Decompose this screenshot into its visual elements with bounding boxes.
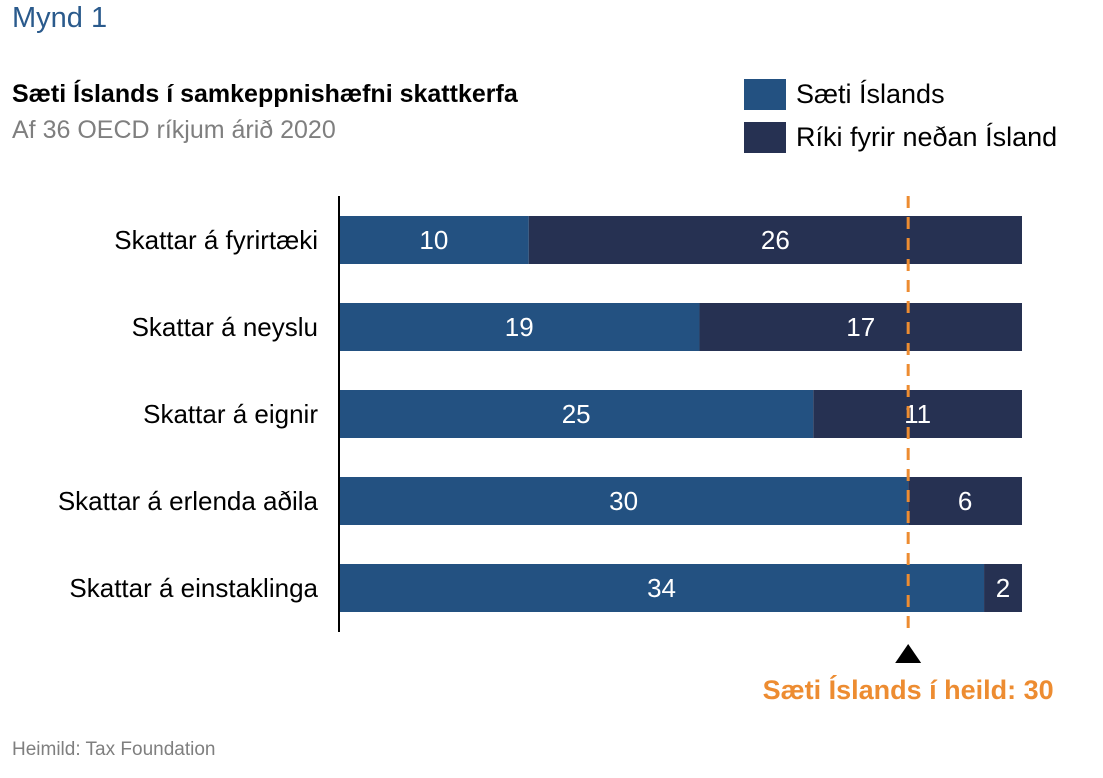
- data-label: 34: [647, 573, 676, 603]
- bar-below: [528, 216, 1022, 264]
- category-label: Skattar á erlenda aðila: [58, 486, 319, 516]
- chart-title: Sæti Íslands í samkeppnishæfni skattkerf…: [12, 80, 518, 108]
- category-label: Skattar á einstaklinga: [69, 573, 318, 603]
- legend-item-rank: Sæti Íslands: [744, 79, 945, 110]
- source-note: Heimild: Tax Foundation: [12, 739, 216, 760]
- bar-below: [984, 564, 1022, 612]
- data-label: 19: [505, 312, 534, 342]
- legend-label-below: Ríki fyrir neðan Ísland: [796, 122, 1058, 152]
- data-label: 6: [958, 486, 972, 516]
- bar-below: [699, 303, 1022, 351]
- legend-item-below: Ríki fyrir neðan Ísland: [744, 122, 1057, 153]
- data-label: 2: [996, 573, 1010, 603]
- legend-swatch-rank: [744, 79, 786, 110]
- bar-below: [813, 390, 1022, 438]
- bar-rank: [339, 477, 909, 525]
- overall-rank-label: Sæti Íslands í heild: 30: [763, 674, 1054, 705]
- figure-label: Mynd 1: [12, 2, 108, 34]
- data-label: 25: [562, 399, 591, 429]
- overall-rank-marker-icon: [895, 644, 922, 663]
- bar-rank: [339, 303, 700, 351]
- chart-subtitle: Af 36 OECD ríkjum árið 2020: [12, 116, 336, 144]
- category-label: Skattar á eignir: [143, 399, 318, 429]
- data-label: 10: [419, 225, 448, 255]
- legend-label-rank: Sæti Íslands: [796, 79, 945, 109]
- bar-rank: [339, 564, 985, 612]
- bar-rank: [339, 216, 529, 264]
- data-label: 17: [846, 312, 875, 342]
- data-label: 26: [761, 225, 790, 255]
- bar-rank: [339, 390, 814, 438]
- bar-below: [908, 477, 1022, 525]
- category-label: Skattar á fyrirtæki: [114, 225, 318, 255]
- data-label: 30: [609, 486, 638, 516]
- category-label: Skattar á neyslu: [132, 312, 318, 342]
- legend-swatch-below: [744, 122, 786, 153]
